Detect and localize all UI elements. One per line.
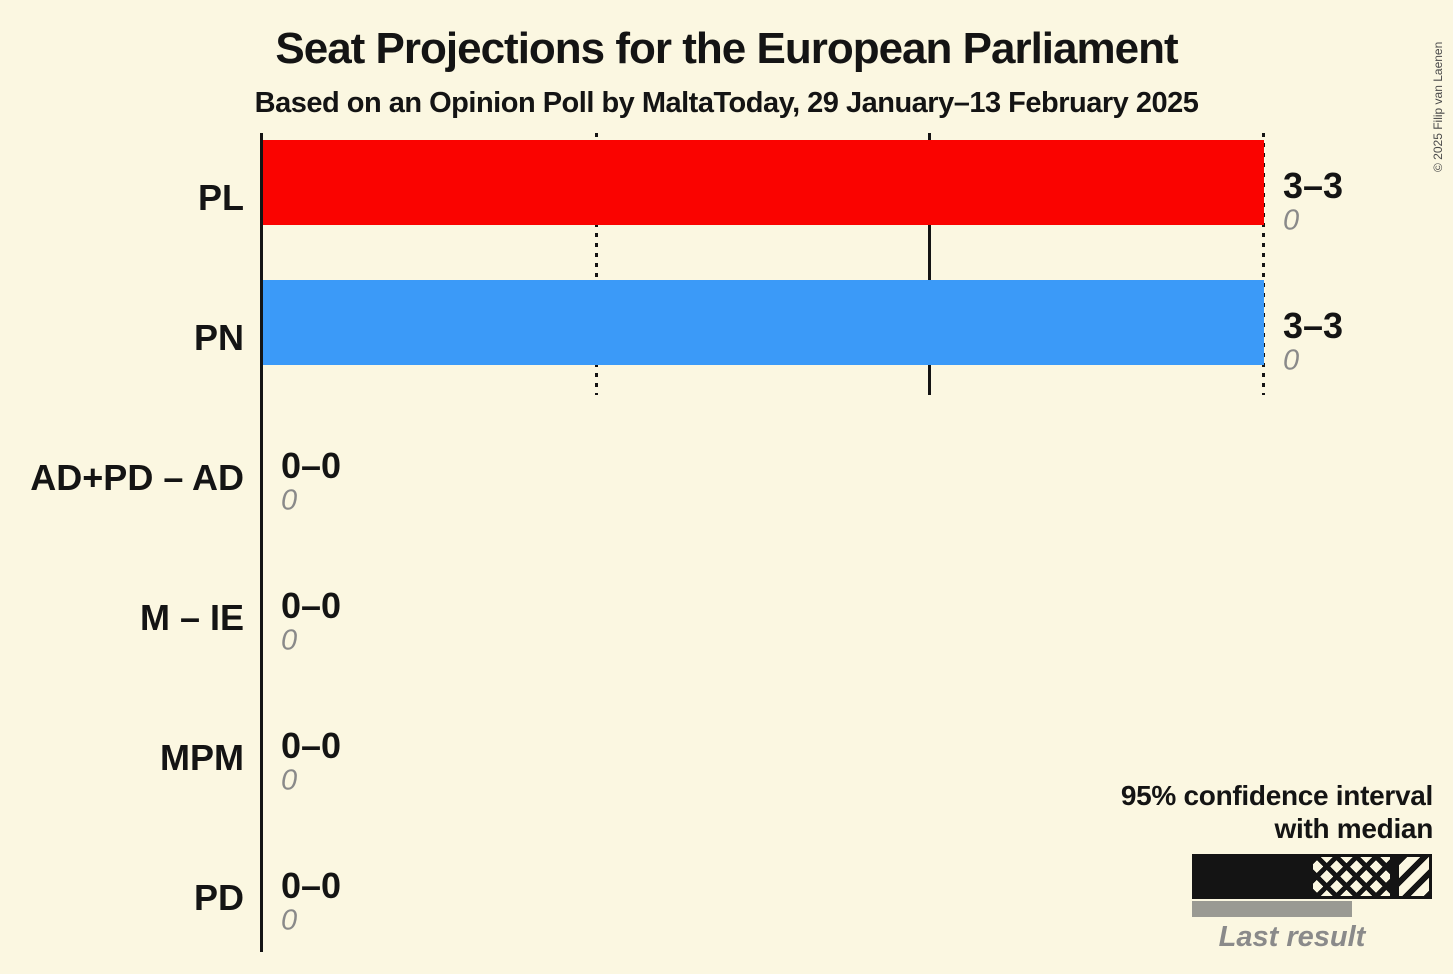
party-label: PD (193, 877, 244, 918)
confidence-interval-bar (263, 140, 1264, 225)
legend-ci-crosshatch-segment (1313, 857, 1390, 896)
last-result-value: 0 (1283, 344, 1300, 377)
legend-ci-diagonal-segment (1390, 857, 1429, 896)
party-label: PL (197, 177, 244, 218)
seat-range-label: 3–3 (1283, 165, 1344, 206)
seat-range-label: 0–0 (281, 585, 342, 626)
party-label: AD+PD – AD (30, 457, 244, 498)
seat-range-label: 0–0 (281, 445, 342, 486)
last-result-value: 0 (281, 764, 298, 797)
legend-last-result-label: Last result (1218, 921, 1366, 953)
last-result-value: 0 (281, 904, 298, 937)
legend-title-line2: with median (1274, 813, 1434, 844)
legend-title-line1: 95% confidence interval (1120, 780, 1433, 811)
legend-ci-solid-segment (1195, 857, 1313, 896)
legend-confidence-interval-sample (1192, 854, 1432, 899)
legend-last-result-sample (1192, 901, 1352, 917)
y-axis-line (260, 133, 263, 952)
party-label: M – IE (139, 597, 244, 638)
seat-range-label: 0–0 (281, 725, 342, 766)
party-label: MPM (160, 737, 244, 778)
last-result-value: 0 (281, 624, 298, 657)
confidence-interval-bar (263, 280, 1264, 365)
gridline-2-seats (928, 133, 932, 395)
last-result-value: 0 (1283, 204, 1300, 237)
seat-range-label: 0–0 (281, 865, 342, 906)
copyright-notice: © 2025 Filip van Laenen (1431, 41, 1445, 172)
chart-title: Seat Projections for the European Parlia… (275, 24, 1178, 73)
last-result-value: 0 (281, 484, 298, 517)
gridline-3-seats (1262, 133, 1265, 395)
gridline-1-seats (594, 133, 598, 395)
seat-range-label: 3–3 (1283, 305, 1344, 346)
chart-subtitle: Based on an Opinion Poll by MaltaToday, … (254, 87, 1199, 119)
party-label: PN (193, 317, 244, 358)
